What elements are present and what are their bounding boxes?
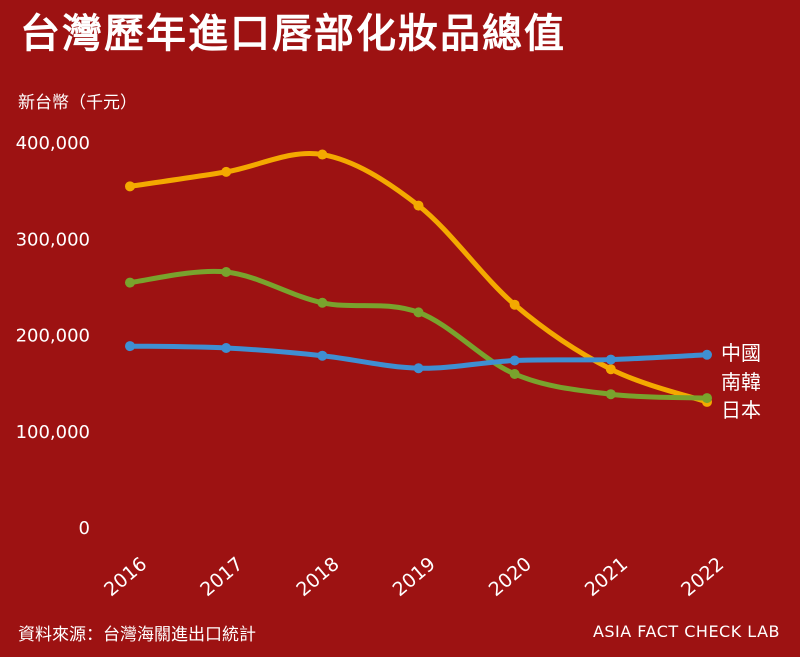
x-tick-label: 2017 bbox=[196, 553, 247, 601]
x-tick-label: 2016 bbox=[100, 553, 151, 601]
series-line-south_korea bbox=[127, 268, 710, 401]
x-tick-label: 2019 bbox=[389, 553, 440, 601]
series-point-south_korea bbox=[221, 266, 232, 277]
source-note: 資料來源：台灣海關進出口統計 bbox=[18, 625, 256, 645]
y-tick-label: 0 bbox=[79, 518, 90, 539]
series-point-south_korea bbox=[125, 277, 135, 288]
series-point-japan bbox=[317, 149, 328, 160]
x-tick-label: 2020 bbox=[485, 553, 536, 601]
series-point-japan bbox=[605, 364, 616, 375]
series-point-china bbox=[509, 355, 520, 366]
series-point-china bbox=[221, 343, 232, 354]
series-point-south_korea bbox=[509, 369, 520, 379]
page-title: 台灣歷年進口唇部化妝品總值 bbox=[20, 11, 566, 57]
series-point-china bbox=[702, 349, 712, 360]
series-label-china: 中國 bbox=[721, 340, 761, 365]
series-label-south-korea: 南韓 bbox=[721, 370, 761, 395]
series-point-south_korea bbox=[702, 393, 712, 404]
series-point-china bbox=[125, 341, 135, 352]
y-axis-unit-label: 新台幣（千元） bbox=[18, 93, 137, 113]
x-tick-label: 2021 bbox=[581, 553, 632, 601]
series-point-japan bbox=[413, 200, 424, 211]
credit-label: ASIA FACT CHECK LAB bbox=[592, 622, 780, 641]
y-tick-label: 100,000 bbox=[16, 422, 90, 443]
series-point-china bbox=[413, 363, 424, 374]
series-point-japan bbox=[509, 299, 520, 310]
series-label-japan: 日本 bbox=[721, 397, 761, 422]
series-point-south_korea bbox=[413, 307, 424, 318]
x-tick-label: 2022 bbox=[677, 553, 728, 601]
series-point-china bbox=[605, 354, 616, 365]
series-point-japan bbox=[125, 181, 135, 192]
series-point-south_korea bbox=[605, 389, 616, 400]
series-point-china bbox=[317, 350, 328, 361]
y-tick-label: 300,000 bbox=[16, 229, 90, 250]
y-tick-label: 200,000 bbox=[16, 326, 90, 347]
y-tick-label: 400,000 bbox=[16, 133, 90, 154]
series-point-japan bbox=[221, 166, 232, 177]
series-point-south_korea bbox=[317, 297, 328, 308]
x-tick-label: 2018 bbox=[292, 553, 343, 601]
